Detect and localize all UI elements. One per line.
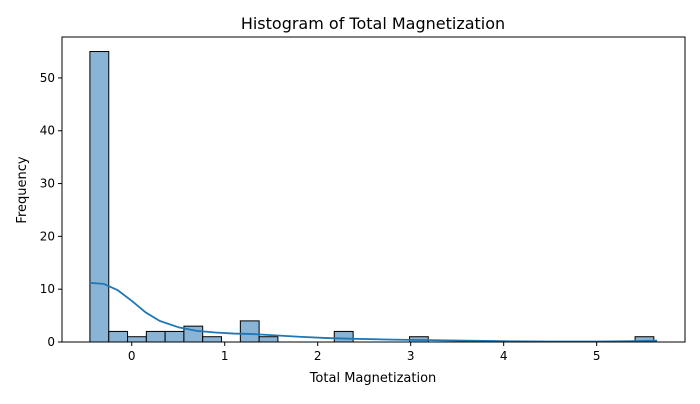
histogram-bar <box>202 336 222 343</box>
x-tick-label: 3 <box>407 349 415 363</box>
histogram-bar <box>333 330 354 343</box>
x-tick-label: 0 <box>128 349 136 363</box>
x-tick-label: 2 <box>314 349 322 363</box>
kde-layer <box>89 281 658 343</box>
axes-layer <box>61 36 686 343</box>
y-tick-label: 50 <box>40 71 55 85</box>
y-tick-label: 10 <box>40 282 55 296</box>
histogram-bar <box>239 320 260 343</box>
y-tick-label: 0 <box>47 335 55 349</box>
histogram-bar <box>89 51 110 343</box>
x-axis-label: Total Magnetization <box>309 371 437 386</box>
x-tick-label: 1 <box>221 349 229 363</box>
y-tick-label: 30 <box>40 177 55 191</box>
chart-title: Histogram of Total Magnetization <box>241 14 505 33</box>
histogram-bar <box>127 336 147 343</box>
histogram-bar <box>108 330 129 343</box>
histogram-bar <box>145 330 166 343</box>
kde-line <box>89 281 658 343</box>
histogram-bar <box>258 336 279 343</box>
y-axis-label: Frequency <box>15 156 30 223</box>
plot-frame <box>61 36 686 343</box>
y-tick-label: 20 <box>40 229 55 243</box>
x-tick-label: 4 <box>500 349 508 363</box>
y-tick-label: 40 <box>40 124 55 138</box>
x-tick-label: 5 <box>593 349 601 363</box>
histogram-bar <box>164 330 185 343</box>
